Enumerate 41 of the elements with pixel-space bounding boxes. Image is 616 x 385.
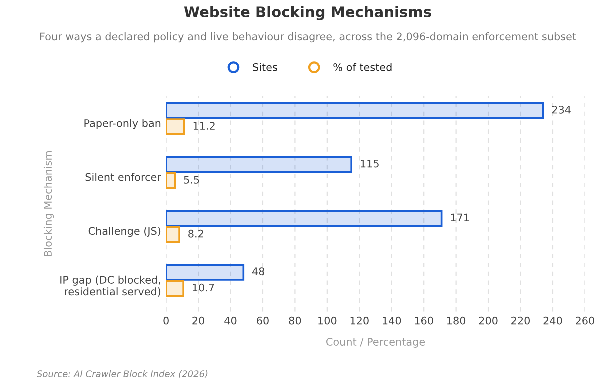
chart-subtitle: Four ways a declared policy and live behaviour disagree, across the 2,096-domain enforcement subset xyxy=(40,32,576,43)
data-label: 10.7 xyxy=(193,284,214,292)
x-tick-label: 160 xyxy=(415,316,434,325)
data-label: 171 xyxy=(451,214,470,222)
x-tick-label: 20 xyxy=(192,316,204,325)
bar xyxy=(166,102,544,120)
x-tick-label: 60 xyxy=(257,316,269,325)
x-tick-label: 140 xyxy=(383,316,402,325)
x-tick-label: 120 xyxy=(350,316,369,325)
chart-title: Website Blocking Mechanisms xyxy=(184,6,432,20)
y-tick-label: Paper-only ban xyxy=(84,119,161,130)
y-tick-label: Challenge (JS) xyxy=(88,227,161,238)
data-label: 115 xyxy=(361,160,379,168)
x-tick-label: 180 xyxy=(448,316,466,325)
data-label: 234 xyxy=(552,106,571,114)
y-tick-label: IP gap (DC blocked, residential served) xyxy=(60,276,161,297)
x-tick-label: 100 xyxy=(318,316,337,325)
x-tick-label: 260 xyxy=(576,316,594,325)
y-axis-title: Blocking Mechanism xyxy=(44,152,54,256)
data-label: 48 xyxy=(252,268,265,276)
x-tick-label: 80 xyxy=(289,316,302,325)
bar xyxy=(166,226,180,244)
bar xyxy=(166,172,176,190)
legend-label: % of tested xyxy=(334,63,392,72)
legend-label: Sites xyxy=(253,63,278,72)
x-tick-label: 40 xyxy=(224,316,237,325)
bar xyxy=(166,118,186,136)
bar xyxy=(166,156,352,174)
y-tick-label: Silent enforcer xyxy=(86,173,162,182)
source-note: Source: AI Crawler Block Index (2026) xyxy=(37,370,208,378)
bar xyxy=(166,280,184,298)
x-tick-label: 200 xyxy=(479,316,498,325)
data-label: 11.2 xyxy=(194,122,215,130)
data-label: 5.5 xyxy=(184,176,200,184)
x-tick-label: 240 xyxy=(544,316,562,325)
x-tick-label: 0 xyxy=(164,316,169,325)
x-axis-title: Count / Percentage xyxy=(326,338,426,348)
x-tick-label: 220 xyxy=(512,316,530,325)
bar xyxy=(166,210,443,227)
bar xyxy=(166,264,245,281)
data-label: 8.2 xyxy=(188,230,204,238)
